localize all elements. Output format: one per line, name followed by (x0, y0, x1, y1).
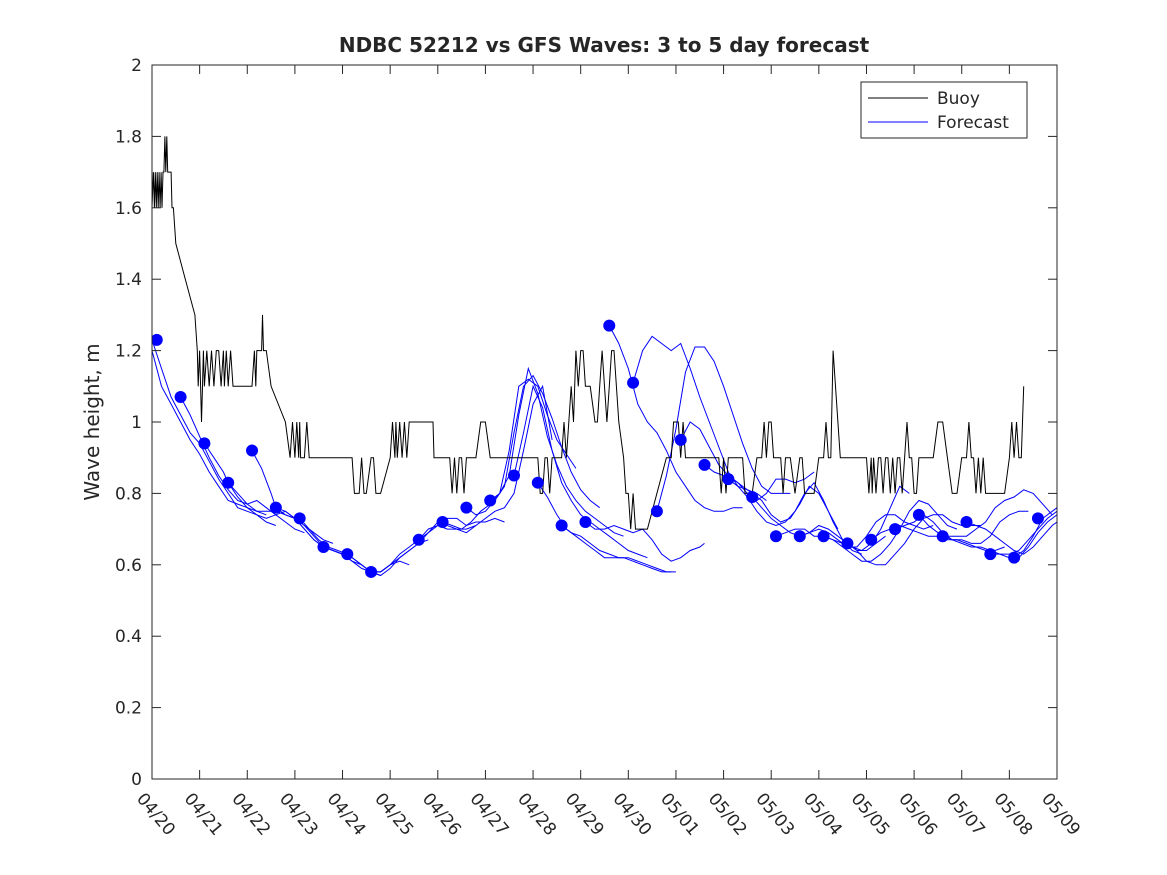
forecast-line (847, 514, 981, 566)
data-layer (152, 136, 1057, 578)
forecast-point (198, 437, 211, 450)
legend-label-forecast: Forecast (937, 113, 1009, 133)
y-tick-label: 1.4 (115, 270, 142, 290)
forecast-point (1031, 512, 1044, 525)
forecast-point (152, 333, 163, 346)
forecast-point (960, 515, 973, 528)
legend-box (860, 81, 1028, 139)
forecast-point (531, 476, 544, 489)
legend: Buoy Forecast (860, 81, 1028, 139)
forecast-point (174, 391, 187, 404)
y-tick-label: 0 (131, 770, 142, 790)
y-tick-label: 0.6 (115, 556, 142, 576)
forecast-point (412, 533, 425, 546)
forecast-point (627, 376, 640, 389)
forecast-point (365, 565, 378, 578)
forecast-point (650, 505, 663, 518)
forecast-line (561, 525, 676, 573)
forecast-point (674, 433, 687, 446)
chart-title: NDBC 52212 vs GFS Waves: 3 to 5 day fore… (339, 33, 870, 57)
forecast-line (585, 521, 705, 562)
forecast-point (603, 319, 616, 332)
forecast-point (341, 548, 354, 561)
y-tick-label: 0.2 (115, 699, 142, 719)
forecast-point (1008, 551, 1021, 564)
buoy-line (152, 136, 1025, 530)
forecast-line (823, 499, 958, 562)
legend-label-buoy: Buoy (937, 89, 980, 109)
forecast-line (966, 521, 1057, 555)
forecast-line (751, 496, 886, 551)
y-tick-label: 1.6 (115, 199, 142, 219)
forecast-point (912, 508, 925, 521)
forecast-point (865, 533, 878, 546)
forecast-line (537, 482, 672, 573)
forecast-point (246, 444, 259, 457)
forecast-point (698, 458, 711, 471)
forecast-point (484, 494, 497, 507)
y-tick-label: 1.2 (115, 342, 142, 362)
y-tick-label: 1 (131, 413, 142, 433)
forecast-line (466, 374, 601, 516)
forecast-point (579, 515, 592, 528)
forecast-point (793, 530, 806, 543)
forecast-point (984, 548, 997, 561)
forecast-point (889, 523, 902, 536)
forecast-line (1013, 507, 1057, 559)
y-tick-label: 0.8 (115, 484, 142, 504)
forecast-point (936, 530, 949, 543)
y-tick-label: 2 (131, 56, 142, 76)
forecast-point (293, 512, 306, 525)
forecast-point (841, 537, 854, 550)
forecast-point (722, 473, 735, 486)
forecast-point (746, 490, 759, 503)
forecast-point (460, 501, 473, 514)
forecast-point (769, 530, 782, 543)
forecast-line (489, 366, 624, 537)
y-tick-label: 1.8 (115, 127, 142, 147)
y-tick-label: 0.4 (115, 627, 142, 647)
forecast-point (317, 540, 330, 553)
forecast-line (990, 514, 1057, 559)
forecast-line (513, 384, 648, 559)
forecast-point (436, 515, 449, 528)
forecast-line (442, 378, 577, 530)
y-axis-label: Wave height, m (80, 343, 104, 500)
forecast-point (222, 476, 235, 489)
forecast-point (555, 519, 568, 532)
forecast-point (269, 501, 282, 514)
forecast-point (508, 469, 520, 482)
forecast-point (817, 530, 830, 543)
